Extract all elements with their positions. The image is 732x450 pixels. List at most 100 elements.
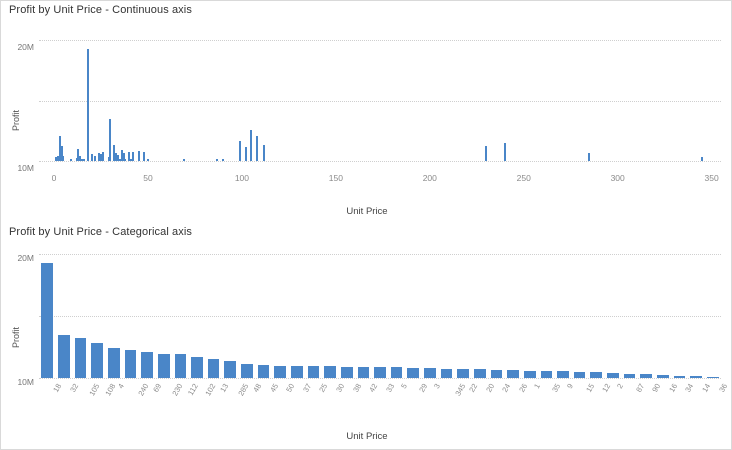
bar[interactable]	[241, 364, 253, 378]
bar[interactable]	[340, 366, 353, 378]
bar[interactable]	[257, 365, 270, 378]
bar[interactable]	[108, 348, 120, 378]
bar[interactable]	[216, 159, 219, 161]
bar[interactable]	[191, 356, 203, 378]
bar[interactable]	[239, 141, 242, 161]
bar[interactable]	[701, 157, 704, 161]
bar[interactable]	[116, 154, 119, 161]
y-axis-tick-label: 20M	[17, 253, 34, 264]
bar[interactable]	[407, 368, 420, 378]
bar[interactable]	[141, 351, 153, 378]
bar[interactable]	[473, 369, 486, 378]
bar[interactable]	[690, 376, 702, 378]
bar[interactable]	[222, 159, 225, 161]
bar[interactable]	[75, 157, 78, 161]
x-axis-tick-label: 35	[550, 382, 563, 394]
bar[interactable]	[357, 366, 370, 378]
bar[interactable]	[94, 155, 97, 161]
bar[interactable]	[58, 334, 70, 378]
bar[interactable]	[490, 369, 503, 378]
bar[interactable]	[90, 154, 93, 161]
x-axis-tick-label: 100	[234, 173, 249, 183]
bar[interactable]	[485, 145, 488, 161]
bar[interactable]	[157, 353, 170, 378]
bar[interactable]	[113, 145, 116, 161]
bar[interactable]	[588, 152, 591, 161]
bar[interactable]	[58, 135, 61, 161]
bar[interactable]	[86, 48, 89, 161]
x-axis-tick-label: 22	[467, 382, 480, 394]
bar[interactable]	[115, 153, 118, 161]
bar[interactable]	[573, 371, 586, 378]
x-axis-tick-label: 1	[531, 382, 542, 391]
bar[interactable]	[124, 158, 127, 161]
bar[interactable]	[640, 373, 652, 378]
bar[interactable]	[98, 153, 101, 161]
bar[interactable]	[143, 151, 146, 161]
bar[interactable]	[274, 365, 286, 378]
bar[interactable]	[130, 159, 133, 161]
bar[interactable]	[673, 375, 686, 378]
bar[interactable]	[101, 151, 104, 161]
bar[interactable]	[109, 118, 112, 161]
bar[interactable]	[424, 368, 436, 378]
bar[interactable]	[457, 369, 469, 378]
bar[interactable]	[69, 158, 72, 161]
bar[interactable]	[291, 365, 303, 378]
bar[interactable]	[523, 370, 536, 378]
bar[interactable]	[137, 151, 140, 161]
bar[interactable]	[62, 155, 65, 161]
bar[interactable]	[374, 367, 386, 378]
bar[interactable]	[507, 369, 519, 378]
bar[interactable]	[557, 371, 569, 378]
bar[interactable]	[74, 338, 87, 378]
bar[interactable]	[107, 157, 110, 161]
bar[interactable]	[540, 371, 553, 378]
bar[interactable]	[56, 156, 59, 161]
bar[interactable]	[255, 135, 258, 161]
bar[interactable]	[120, 149, 123, 161]
bar[interactable]	[83, 159, 86, 161]
bar[interactable]	[77, 148, 80, 161]
bar[interactable]	[263, 144, 266, 161]
bar[interactable]	[118, 158, 121, 161]
bar[interactable]	[706, 376, 719, 378]
bar[interactable]	[54, 156, 57, 161]
bar[interactable]	[122, 152, 125, 161]
bar[interactable]	[607, 373, 619, 378]
bar[interactable]	[590, 372, 603, 378]
bar[interactable]	[81, 158, 84, 161]
bar[interactable]	[182, 159, 185, 161]
x-axis-tick-label: 345	[452, 382, 467, 398]
x-axis-tick-label: 20	[483, 382, 496, 394]
gridline: 20M	[17, 253, 721, 263]
bar[interactable]	[307, 366, 320, 378]
bar[interactable]	[224, 361, 237, 378]
bar[interactable]	[207, 358, 220, 378]
bar[interactable]	[128, 151, 131, 161]
bar[interactable]	[174, 354, 187, 378]
bar[interactable]	[131, 151, 134, 161]
bar[interactable]	[440, 368, 453, 378]
bar[interactable]	[124, 350, 137, 378]
x-axis-tick-label: 200	[422, 173, 437, 183]
x-axis-tick-label: 285	[236, 382, 251, 398]
x-axis-tick-label: 9	[565, 382, 575, 391]
bar[interactable]	[60, 145, 63, 161]
bar[interactable]	[503, 142, 506, 161]
bar[interactable]	[79, 156, 82, 161]
bar[interactable]	[250, 129, 253, 161]
bar[interactable]	[41, 262, 54, 378]
bar[interactable]	[324, 366, 336, 378]
bar[interactable]	[244, 147, 247, 161]
bar[interactable]	[390, 367, 403, 378]
x-axis-tick-label: 87	[633, 382, 646, 394]
bar[interactable]	[91, 342, 104, 378]
bar[interactable]	[656, 374, 669, 378]
bar[interactable]	[623, 373, 636, 378]
x-axis-tick-label: 69	[151, 382, 164, 394]
bar[interactable]	[146, 159, 149, 161]
bar[interactable]	[100, 154, 102, 161]
x-axis-tick-label: 25	[317, 382, 330, 394]
